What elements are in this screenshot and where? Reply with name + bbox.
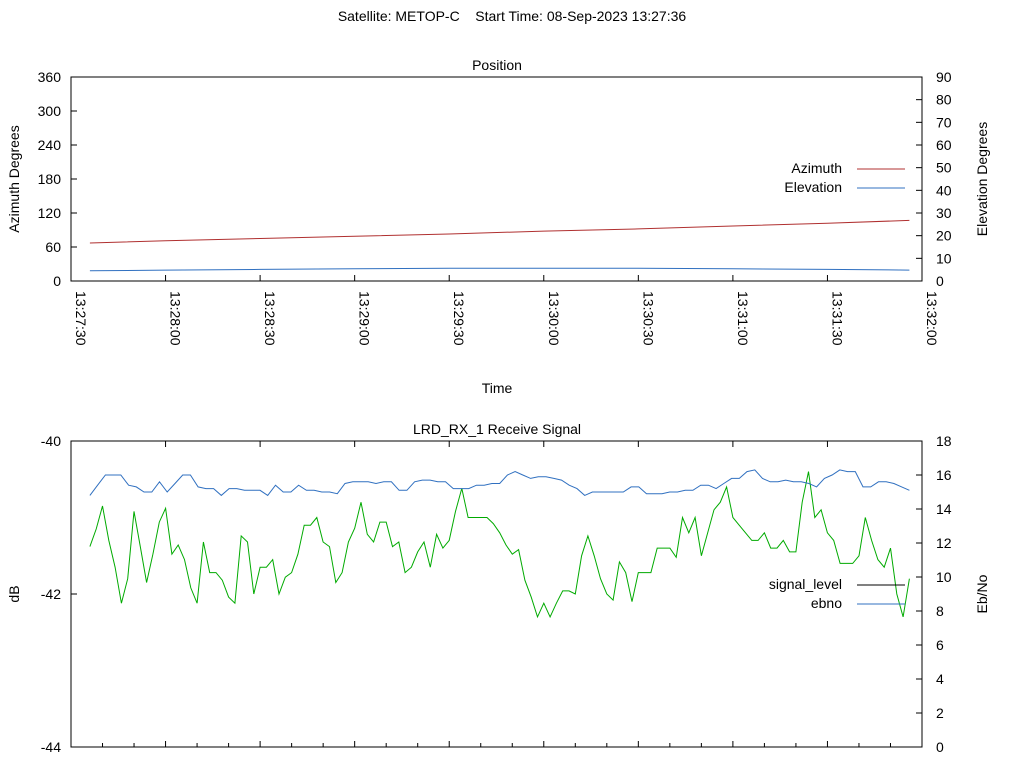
x-tick-label: 13:30:00	[546, 291, 562, 346]
y-right-tick-label: 50	[936, 160, 952, 176]
signal-ylabel-left: dB	[6, 585, 22, 602]
y-right-tick-label: 10	[936, 569, 952, 585]
y-right-tick-label: 20	[936, 228, 952, 244]
y-left-tick-label: 0	[53, 273, 61, 289]
x-tick-label: 13:31:00	[735, 291, 751, 346]
y-right-tick-label: 2	[936, 705, 944, 721]
y-right-tick-label: 4	[936, 671, 944, 687]
y-right-tick-label: 0	[936, 273, 944, 289]
y-right-tick-label: 30	[936, 205, 952, 221]
x-tick-label: 13:28:00	[168, 291, 184, 346]
y-right-tick-label: 12	[936, 535, 952, 551]
y-left-tick-label: 300	[38, 103, 62, 119]
y-right-tick-label: 0	[936, 739, 944, 755]
y-right-tick-label: 60	[936, 137, 952, 153]
position-ylabel-left: Azimuth Degrees	[6, 125, 22, 232]
legend-label-signal-level: signal_level	[769, 576, 842, 592]
x-tick-label: 13:27:30	[73, 291, 89, 346]
y-right-tick-label: 8	[936, 603, 944, 619]
position-series	[89, 219, 910, 272]
y-left-tick-label: -40	[41, 433, 61, 449]
y-right-tick-label: 40	[936, 182, 952, 198]
position-legend: Azimuth Elevation	[784, 160, 905, 195]
legend-label-elevation: Elevation	[784, 179, 842, 195]
start-time-label: Start Time: 08-Sep-2023 13:27:36	[475, 8, 687, 24]
series-line-azimuth	[89, 219, 910, 244]
y-left-tick-label: -42	[41, 586, 61, 602]
chart-header: Satellite: METOP-C Start Time: 08-Sep-20…	[0, 8, 1024, 24]
position-axes: 0 60 120 180 240 300 360 0 10 20 30 40 50 60 70 80 90 13:…	[38, 69, 952, 346]
x-tick-label: 13:31:30	[829, 291, 845, 346]
x-tick-label: 13:28:30	[262, 291, 278, 346]
position-ylabel-right: Elevation Degrees	[974, 122, 990, 236]
position-chart-title: Position	[472, 57, 522, 73]
series-line-signal-level	[89, 471, 910, 619]
x-tick-label: 13:30:30	[640, 291, 656, 346]
series-line-ebno	[89, 469, 910, 497]
y-right-tick-label: 18	[936, 433, 952, 449]
y-left-tick-label: 60	[45, 239, 61, 255]
legend-label-azimuth: Azimuth	[791, 160, 842, 176]
signal-ylabel-right: Eb/No	[974, 574, 990, 613]
y-right-tick-label: 14	[936, 501, 952, 517]
y-right-tick-label: 6	[936, 637, 944, 653]
y-left-tick-label: 120	[38, 205, 62, 221]
y-right-tick-label: 16	[936, 467, 952, 483]
x-tick-label: 13:29:00	[357, 291, 373, 346]
signal-chart: LRD_RX_1 Receive Signal dB Eb/No -44-42-…	[6, 421, 990, 755]
y-left-tick-label: 240	[38, 137, 62, 153]
position-xlabel: Time	[482, 380, 513, 396]
y-left-tick-label: -44	[41, 739, 61, 755]
y-right-tick-label: 90	[936, 69, 952, 85]
y-right-tick-label: 80	[936, 92, 952, 108]
satellite-label: Satellite: METOP-C	[337, 8, 460, 24]
legend-label-ebno: ebno	[811, 595, 842, 611]
signal-series	[89, 469, 910, 619]
x-tick-label: 13:32:00	[924, 291, 940, 346]
x-tick-label: 13:29:30	[451, 291, 467, 346]
position-chart: Position Azimuth Degrees Elevation Degre…	[6, 57, 990, 396]
signal-axes: -44 -42 -40 0 2 4 6 8 10 12 14 16 18	[41, 433, 952, 755]
y-left-tick-label: 180	[38, 171, 62, 187]
y-right-tick-label: 70	[936, 114, 952, 130]
signal-legend: signal_level ebno	[769, 576, 905, 611]
y-left-tick-label: 360	[38, 69, 62, 85]
series-line-elevation	[89, 267, 910, 272]
signal-chart-title: LRD_RX_1 Receive Signal	[413, 421, 581, 437]
y-right-tick-label: 10	[936, 250, 952, 266]
